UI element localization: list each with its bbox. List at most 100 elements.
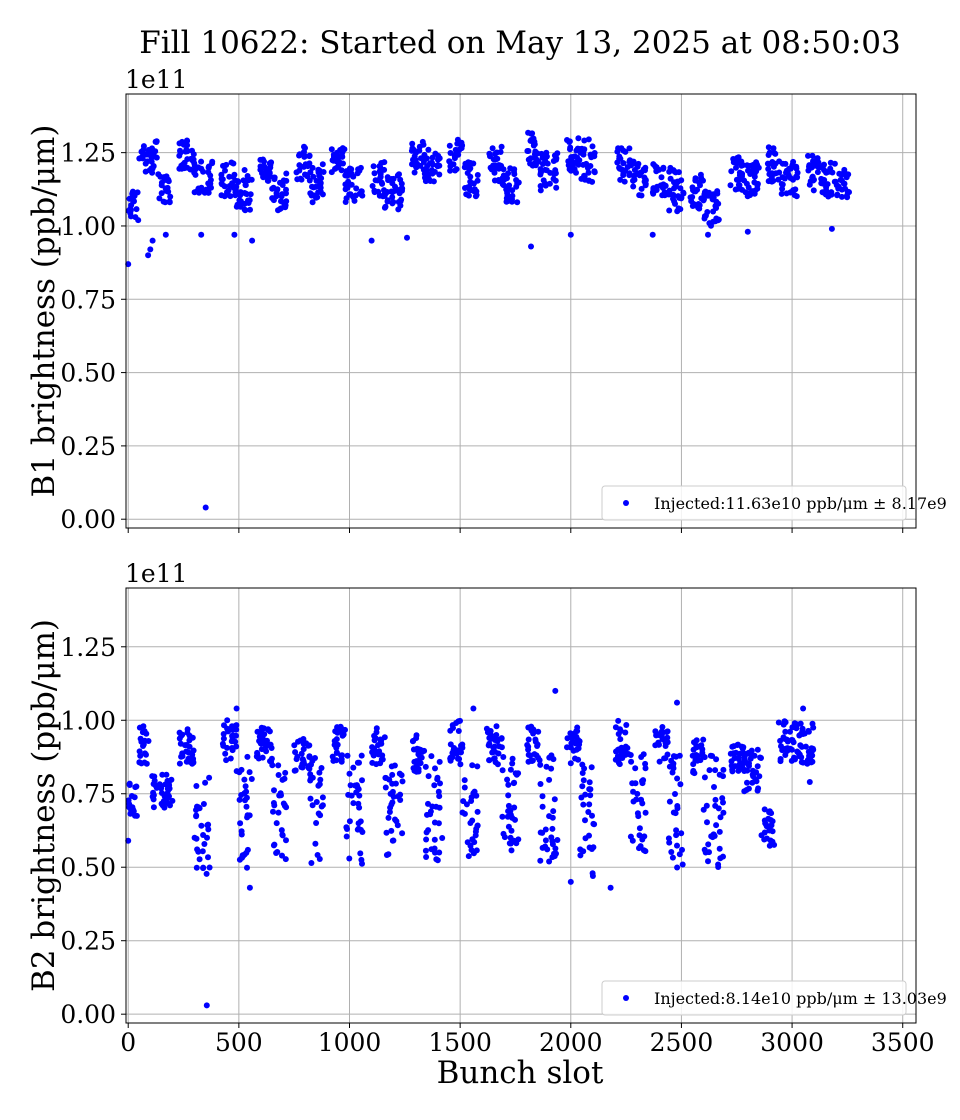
- data-point: [586, 832, 592, 839]
- data-point: [844, 194, 851, 201]
- data-point: [293, 169, 300, 176]
- data-point: [734, 155, 741, 161]
- data-point: [638, 185, 645, 192]
- data-point: [346, 818, 353, 825]
- data-point: [642, 809, 649, 816]
- data-point: [282, 856, 289, 863]
- data-point: [261, 731, 268, 738]
- data-point: [192, 171, 199, 178]
- data-point: [126, 801, 133, 808]
- data-point: [504, 175, 510, 182]
- data-point: [660, 164, 667, 171]
- data-point: [503, 186, 510, 193]
- data-point: [579, 783, 586, 790]
- data-point: [126, 195, 133, 202]
- data-point: [487, 735, 494, 742]
- data-point: [218, 171, 225, 178]
- data-point: [672, 791, 678, 797]
- legend-marker: [623, 995, 629, 1001]
- data-point: [461, 810, 468, 817]
- data-point: [307, 169, 314, 176]
- data-point: [348, 181, 355, 188]
- data-point: [398, 196, 405, 203]
- data-point: [469, 836, 476, 843]
- x-tick-label: 2000: [539, 1028, 603, 1057]
- data-point: [638, 192, 645, 199]
- data-point: [343, 833, 350, 840]
- data-point: [309, 183, 315, 190]
- data-point: [409, 140, 416, 147]
- data-point: [229, 746, 236, 753]
- data-point: [494, 761, 501, 768]
- data-point: [713, 822, 720, 829]
- data-point: [573, 746, 580, 753]
- data-point: [715, 200, 722, 207]
- data-point: [691, 201, 698, 208]
- data-point: [404, 234, 410, 241]
- data-point: [147, 246, 154, 253]
- data-point: [224, 744, 230, 751]
- data-point: [203, 1002, 210, 1009]
- data-point: [666, 207, 673, 214]
- data-point: [615, 759, 622, 766]
- data-point: [666, 763, 673, 770]
- data-point: [149, 237, 156, 244]
- data-point: [204, 834, 210, 841]
- data-point: [713, 756, 720, 763]
- data-point: [141, 759, 148, 766]
- data-point: [701, 196, 707, 203]
- data-point: [419, 138, 426, 145]
- data-point: [134, 189, 141, 196]
- data-point: [238, 792, 245, 798]
- data-point: [161, 174, 167, 181]
- data-point: [158, 783, 165, 790]
- data-point: [761, 829, 768, 836]
- data-point: [196, 187, 203, 194]
- data-point: [769, 170, 775, 177]
- data-point: [422, 763, 429, 770]
- data-point: [586, 801, 593, 808]
- data-point: [166, 199, 173, 206]
- data-point: [638, 169, 645, 176]
- data-point: [530, 139, 537, 146]
- data-point: [423, 170, 430, 177]
- data-point: [588, 764, 595, 771]
- data-point: [642, 182, 649, 189]
- data-point: [315, 189, 322, 196]
- data-point: [805, 748, 812, 755]
- data-point: [815, 159, 822, 166]
- y-tick-label: 0.75: [60, 285, 116, 314]
- y-tick-label: 0.25: [60, 432, 116, 461]
- data-point: [677, 206, 684, 213]
- data-point: [772, 150, 779, 157]
- data-point: [524, 148, 531, 154]
- data-point: [159, 802, 166, 809]
- data-point: [505, 170, 512, 177]
- data-point: [163, 771, 170, 778]
- y-tick-label: 0.50: [60, 853, 116, 882]
- data-point: [193, 813, 200, 820]
- data-point: [436, 758, 443, 765]
- data-point: [461, 784, 468, 791]
- data-point: [649, 231, 656, 238]
- data-point: [710, 831, 717, 838]
- data-point: [394, 822, 401, 829]
- data-point: [422, 155, 429, 162]
- data-point: [615, 717, 622, 724]
- data-point: [309, 802, 316, 809]
- data-point: [410, 737, 417, 744]
- b1-brightness-panel: 0.00 0.25 0.50 0.75 1.00 1.25 1e11 B1 brightnes…: [26, 65, 947, 534]
- data-point: [346, 855, 353, 862]
- data-point: [775, 719, 782, 726]
- data-point: [616, 164, 623, 171]
- data-point: [315, 810, 322, 817]
- data-point: [514, 199, 521, 206]
- data-point: [382, 774, 389, 781]
- data-point: [283, 170, 290, 177]
- data-point: [292, 749, 299, 756]
- data-point: [153, 139, 160, 145]
- data-point: [346, 770, 353, 777]
- data-point: [577, 852, 584, 859]
- data-point: [797, 720, 804, 727]
